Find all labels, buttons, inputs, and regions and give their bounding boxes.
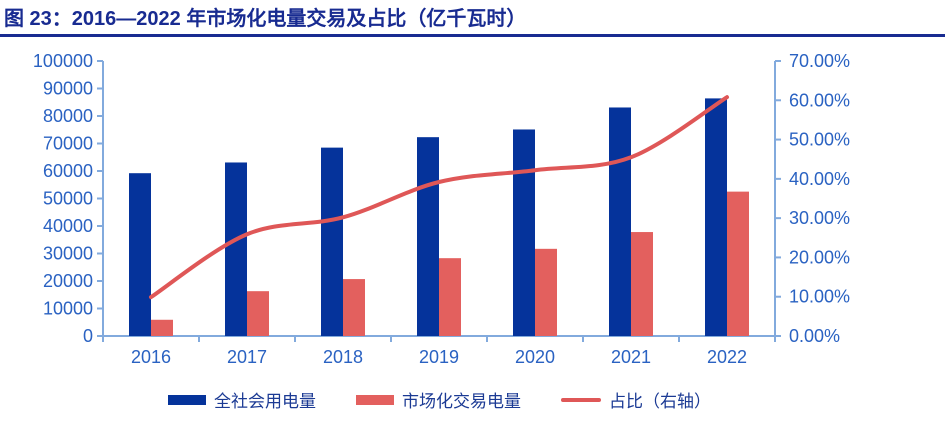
legend-item: 市场化交易电量 [356,387,521,412]
title-underline [0,34,945,37]
y-axis-right-label: 20.00% [789,247,850,267]
y-axis-left-label: 0 [83,326,93,346]
y-axis-left-label: 60000 [43,161,93,181]
legend-bar-swatch-icon [168,394,206,405]
x-axis-label: 2017 [227,347,267,367]
y-axis-right-label: 70.00% [789,51,850,71]
y-axis-right-label: 40.00% [789,169,850,189]
x-axis-label: 2021 [611,347,651,367]
y-axis-right-label: 0.00% [789,326,840,346]
bar-market-traded [343,279,365,336]
y-axis-left-label: 80000 [43,106,93,126]
x-axis-label: 2018 [323,347,363,367]
bar-line-chart: 0 10000 20000 30000 40000 50000 60000 70000 8000… [33,51,850,367]
y-axis-right-label: 60.00% [789,90,850,110]
y-axis-left-label: 40000 [43,216,93,236]
legend-line-swatch-icon [561,397,601,402]
x-axis-label: 2020 [515,347,555,367]
bar-total-electricity [513,129,535,336]
legend-item: 占比（右轴） [561,387,711,412]
legend-item: 全社会用电量 [168,387,316,412]
bar-total-electricity [129,173,151,336]
y-axis-left-label: 10000 [43,299,93,319]
bar-market-traded [247,291,269,336]
legend-label: 市场化交易电量 [402,392,521,411]
y-axis-right-label: 50.00% [789,130,850,150]
y-axis-left-label: 30000 [43,244,93,264]
legend: 全社会用电量 市场化交易电量 占比（右轴） [0,387,947,412]
report-figure: 图 23：2016—2022 年市场化电量交易及占比（亿千瓦时） 0 10000 2… [0,7,947,412]
y-axis-left-label: 100000 [33,51,93,71]
y-axis-left-label: 90000 [43,79,93,99]
y-axis-right-label: 10.00% [789,287,850,307]
bar-total-electricity [705,98,727,337]
bar-total-electricity [321,147,343,336]
x-axis-label: 2019 [419,347,459,367]
x-axis-label: 2022 [707,347,747,367]
legend-bar-swatch-icon [356,394,394,405]
y-axis-left-label: 20000 [43,271,93,291]
bar-market-traded [439,258,461,336]
x-axis-label: 2016 [131,347,171,367]
ratio-line [149,95,729,300]
y-axis-right-label: 30.00% [789,208,850,228]
bar-total-electricity [609,107,631,336]
y-axis-left-label: 50000 [43,189,93,209]
bar-market-traded [535,248,557,336]
y-axis-left-label: 70000 [43,134,93,154]
bar-total-electricity [225,162,247,336]
legend-label: 占比（右轴） [609,392,711,411]
bar-market-traded [727,191,749,336]
bar-market-traded [151,319,173,336]
bar-total-electricity [417,137,439,336]
bar-market-traded [631,232,653,336]
chart-title: 图 23：2016—2022 年市场化电量交易及占比（亿千瓦时） [4,8,527,30]
legend-label: 全社会用电量 [214,392,316,411]
